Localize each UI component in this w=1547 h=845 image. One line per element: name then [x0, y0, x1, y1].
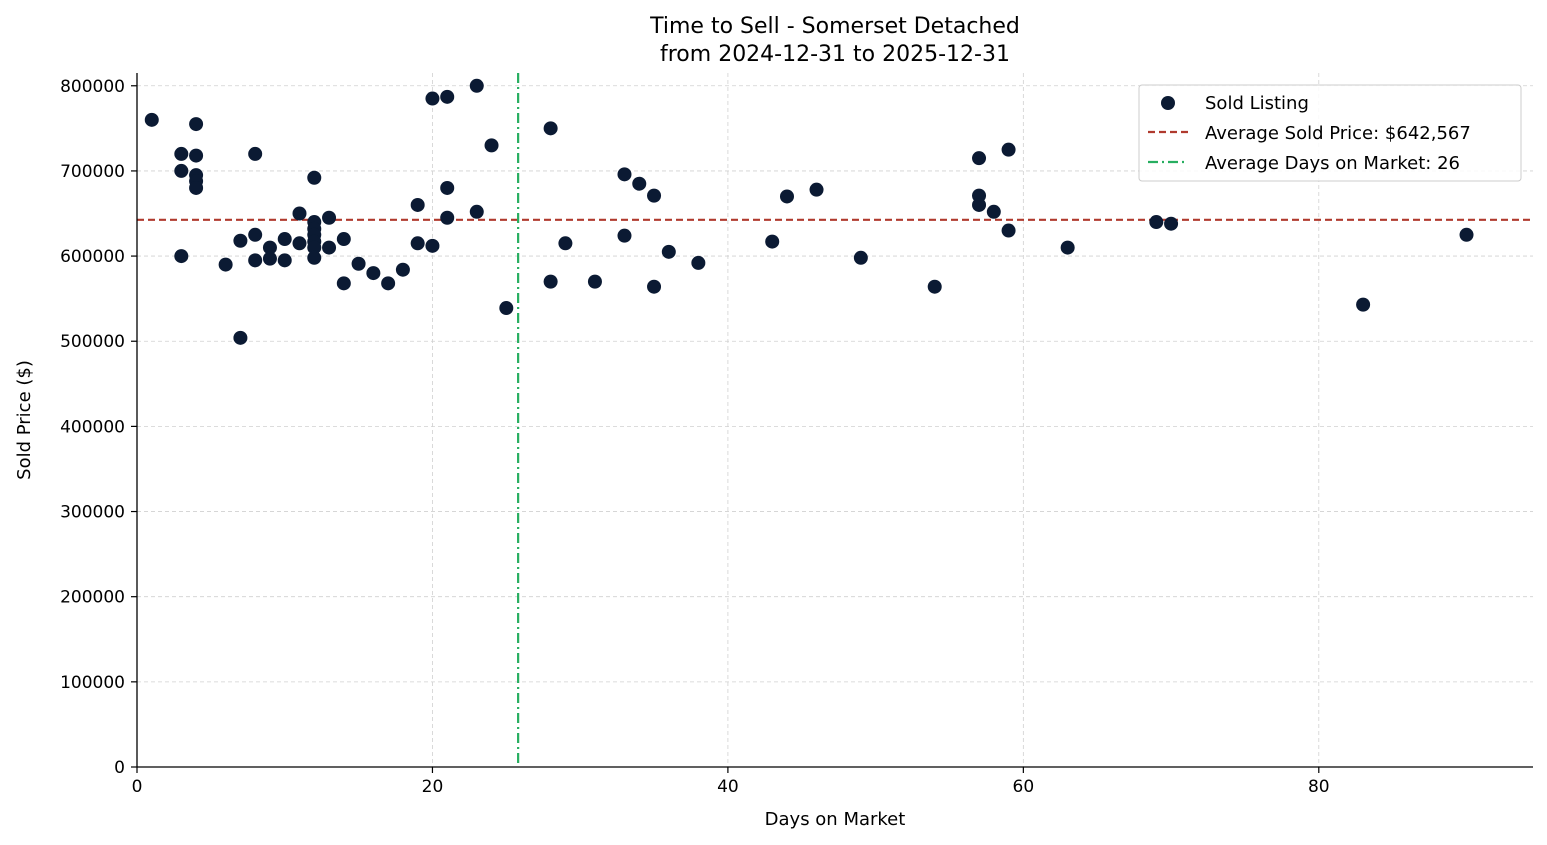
data-point — [484, 138, 499, 153]
data-point — [189, 117, 204, 132]
legend-label-avg-days: Average Days on Market: 26 — [1205, 153, 1460, 174]
chart-subtitle: from 2024-12-31 to 2025-12-31 — [660, 42, 1010, 67]
data-point — [543, 274, 558, 289]
data-point — [617, 228, 632, 243]
data-point — [440, 180, 455, 195]
data-point — [543, 121, 558, 136]
data-point — [1356, 297, 1371, 312]
y-tick-label: 0 — [114, 758, 125, 778]
data-point — [262, 251, 277, 266]
x-tick-label: 80 — [1308, 777, 1330, 797]
data-point — [972, 197, 987, 212]
data-point — [351, 256, 366, 271]
data-point — [1459, 227, 1474, 242]
y-tick-label: 100000 — [60, 673, 125, 693]
data-point — [322, 240, 337, 255]
x-axis-label: Days on Market — [765, 809, 906, 830]
data-point — [292, 236, 307, 251]
data-point — [499, 301, 514, 316]
data-point — [986, 204, 1001, 219]
data-point — [410, 236, 425, 251]
data-point — [661, 244, 676, 259]
data-point — [1060, 240, 1075, 255]
data-point — [647, 279, 662, 294]
data-point — [1001, 223, 1016, 238]
data-points — [144, 78, 1474, 345]
x-tick-label: 20 — [422, 777, 444, 797]
data-point — [558, 236, 573, 251]
axis-ticks: 0 20 40 60 80 0 100000 200000 300000 400000 500000… — [60, 77, 1330, 797]
data-point — [366, 266, 381, 281]
data-point — [262, 240, 277, 255]
data-point — [336, 232, 351, 247]
y-tick-label: 500000 — [60, 332, 125, 352]
data-point — [189, 148, 204, 163]
legend-label-sold-listing: Sold Listing — [1205, 93, 1309, 114]
data-point — [691, 255, 706, 270]
data-point — [233, 330, 248, 345]
data-point — [587, 274, 602, 289]
y-tick-label: 200000 — [60, 588, 125, 608]
data-point — [469, 204, 484, 219]
y-tick-label: 800000 — [60, 77, 125, 97]
data-point — [410, 197, 425, 212]
data-point — [809, 182, 824, 197]
data-point — [174, 146, 189, 161]
y-tick-label: 300000 — [60, 503, 125, 523]
data-point — [765, 234, 780, 249]
data-point — [1164, 216, 1179, 231]
data-point — [189, 180, 204, 195]
reference-lines — [137, 73, 1533, 767]
legend: Sold Listing Average Sold Price: $642,56… — [1138, 84, 1522, 182]
data-point — [336, 276, 351, 291]
data-point — [425, 91, 440, 106]
data-point — [233, 233, 248, 248]
data-point — [440, 89, 455, 104]
y-tick-label: 600000 — [60, 247, 125, 267]
data-point — [248, 253, 263, 268]
data-point — [277, 232, 292, 247]
data-point — [144, 112, 159, 127]
legend-marker-sold-listing — [1161, 96, 1175, 110]
data-point — [1149, 215, 1164, 230]
data-point — [1001, 142, 1016, 157]
chart-title: Time to Sell - Somerset Detached — [649, 14, 1020, 39]
x-tick-label: 60 — [1013, 777, 1035, 797]
data-point — [853, 250, 868, 265]
data-point — [425, 238, 440, 253]
data-point — [927, 279, 942, 294]
data-point — [218, 257, 233, 272]
data-point — [469, 78, 484, 93]
data-point — [174, 249, 189, 264]
x-tick-label: 0 — [132, 777, 143, 797]
data-point — [307, 250, 322, 265]
legend-frame — [1138, 84, 1522, 182]
data-point — [307, 240, 322, 255]
data-point — [395, 262, 410, 277]
data-point — [632, 176, 647, 191]
data-point — [440, 210, 455, 225]
data-point — [174, 163, 189, 178]
data-point — [322, 210, 337, 225]
y-tick-label: 700000 — [60, 162, 125, 182]
data-point — [248, 146, 263, 161]
data-point — [779, 189, 794, 204]
data-point — [277, 253, 292, 268]
data-point — [647, 188, 662, 203]
data-point — [972, 151, 987, 166]
y-tick-label: 400000 — [60, 417, 125, 437]
data-point — [248, 227, 263, 242]
data-point — [381, 276, 396, 291]
data-point — [617, 167, 632, 182]
x-tick-label: 40 — [717, 777, 739, 797]
y-axis-label: Sold Price ($) — [14, 360, 35, 480]
data-point — [307, 170, 322, 185]
legend-label-avg-price: Average Sold Price: $642,567 — [1205, 123, 1471, 144]
data-point — [292, 206, 307, 221]
